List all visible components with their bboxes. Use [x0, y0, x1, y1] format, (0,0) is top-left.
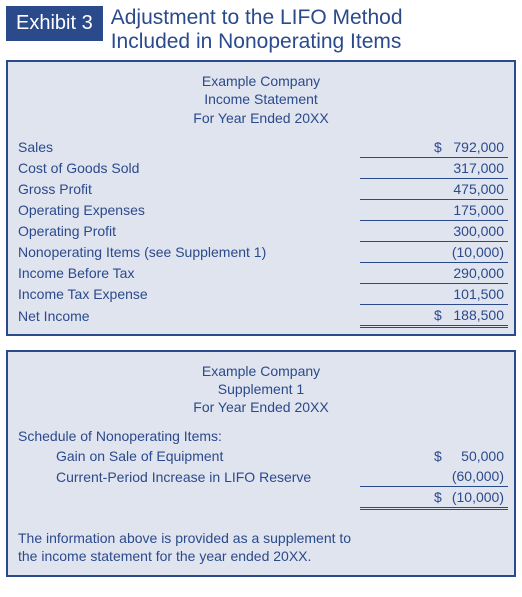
- row-label: Income Tax Expense: [14, 283, 360, 304]
- row-label: [14, 487, 360, 509]
- title-line-1: Adjustment to the LIFO Method: [111, 6, 403, 29]
- row-amount: 101,500: [360, 283, 508, 304]
- income-statement-body: Sales$792,000Cost of Goods Sold317,000Gr…: [14, 137, 508, 327]
- income-statement-panel: Example Company Income Statement For Yea…: [6, 60, 516, 336]
- supplement-heading: Example Company Supplement 1 For Year En…: [14, 358, 508, 427]
- row-amount: $188,500: [360, 304, 508, 326]
- is-company: Example Company: [202, 73, 320, 89]
- schedule-title: Schedule of Nonoperating Items:: [14, 426, 508, 446]
- row-amount: $792,000: [360, 137, 508, 158]
- supplement-body: Gain on Sale of Equipment$50,000Current-…: [14, 446, 508, 509]
- income-statement-table: Sales$792,000Cost of Goods Sold317,000Gr…: [14, 137, 508, 328]
- row-label: Nonoperating Items (see Supplement 1): [14, 241, 360, 262]
- row-amount: $(10,000): [360, 487, 508, 509]
- sup-company: Example Company: [202, 363, 320, 379]
- footnote-line-1: The information above is provided as a s…: [18, 530, 351, 546]
- exhibit-container: Exhibit 3 Adjustment to the LIFO Method …: [0, 0, 522, 597]
- row-amount: $50,000: [360, 446, 508, 466]
- table-row: Income Tax Expense101,500: [14, 283, 508, 304]
- is-period: For Year Ended 20XX: [193, 110, 328, 126]
- table-row: Cost of Goods Sold317,000: [14, 157, 508, 178]
- supplement-footnote: The information above is provided as a s…: [14, 510, 508, 569]
- row-label: Operating Expenses: [14, 199, 360, 220]
- table-row: Nonoperating Items (see Supplement 1)(10…: [14, 241, 508, 262]
- row-amount: 317,000: [360, 157, 508, 178]
- row-label: Cost of Goods Sold: [14, 157, 360, 178]
- table-row: Operating Expenses175,000: [14, 199, 508, 220]
- table-row: Current-Period Increase in LIFO Reserve(…: [14, 466, 508, 487]
- row-amount: (60,000): [360, 466, 508, 487]
- row-label: Gross Profit: [14, 178, 360, 199]
- exhibit-title: Adjustment to the LIFO Method Included i…: [111, 6, 403, 54]
- row-amount: (10,000): [360, 241, 508, 262]
- row-amount: 290,000: [360, 262, 508, 283]
- sup-subtitle: Supplement 1: [218, 381, 304, 397]
- table-row: Net Income$188,500: [14, 304, 508, 326]
- table-row: Gross Profit475,000: [14, 178, 508, 199]
- income-statement-heading: Example Company Income Statement For Yea…: [14, 68, 508, 137]
- supplement-panel: Example Company Supplement 1 For Year En…: [6, 350, 516, 578]
- footnote-line-2: the income statement for the year ended …: [18, 548, 311, 564]
- supplement-table: Gain on Sale of Equipment$50,000Current-…: [14, 446, 508, 510]
- exhibit-header: Exhibit 3 Adjustment to the LIFO Method …: [6, 6, 516, 54]
- row-amount: 300,000: [360, 220, 508, 241]
- table-row: Income Before Tax290,000: [14, 262, 508, 283]
- table-row: Sales$792,000: [14, 137, 508, 158]
- table-row: $(10,000): [14, 487, 508, 509]
- sup-period: For Year Ended 20XX: [193, 399, 328, 415]
- row-amount: 175,000: [360, 199, 508, 220]
- title-line-2: Included in Nonoperating Items: [111, 30, 402, 53]
- row-label: Net Income: [14, 304, 360, 326]
- row-label: Sales: [14, 137, 360, 158]
- is-subtitle: Income Statement: [204, 91, 318, 107]
- row-label: Operating Profit: [14, 220, 360, 241]
- row-label: Gain on Sale of Equipment: [14, 446, 360, 466]
- row-label: Income Before Tax: [14, 262, 360, 283]
- table-row: Gain on Sale of Equipment$50,000: [14, 446, 508, 466]
- table-row: Operating Profit300,000: [14, 220, 508, 241]
- row-amount: 475,000: [360, 178, 508, 199]
- exhibit-badge: Exhibit 3: [6, 6, 103, 41]
- row-label: Current-Period Increase in LIFO Reserve: [14, 466, 360, 487]
